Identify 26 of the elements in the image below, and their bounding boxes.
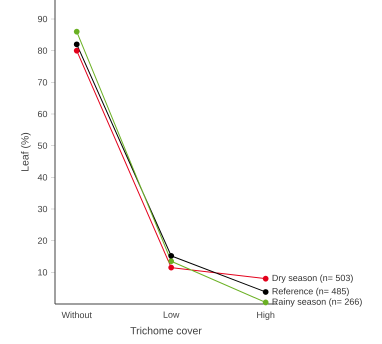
y-tick-label: 20 (38, 237, 48, 244)
point (262, 289, 269, 295)
y-tick-label: 60 (38, 110, 48, 118)
point (168, 264, 174, 270)
y-tick-label: 70 (38, 79, 48, 86)
y-tick-label: 10 (38, 269, 48, 276)
series-label: Dry season (n= 503) (272, 274, 353, 283)
series-label: Reference (n= 485) (272, 288, 349, 296)
x-tick-label: Without (62, 312, 92, 318)
series-label: Rainy season (n= 266) (272, 298, 362, 307)
point (74, 41, 80, 48)
point (262, 300, 269, 306)
point (168, 252, 174, 259)
point (168, 258, 174, 264)
point (74, 28, 80, 35)
y-tick-label: 30 (38, 206, 48, 212)
y-tick-label: 50 (38, 142, 48, 149)
y-tick-label: 40 (38, 174, 48, 181)
x-tick-label: Low (164, 312, 180, 318)
x-tick-label: High (257, 312, 274, 320)
x-axis-title: Trichome cover (130, 326, 202, 334)
y-tick-label: 80 (38, 47, 48, 54)
point (74, 48, 80, 54)
y-axis-title: Leaf (%) (20, 132, 31, 171)
y-tick-label: 90 (38, 16, 48, 22)
point (262, 276, 269, 282)
